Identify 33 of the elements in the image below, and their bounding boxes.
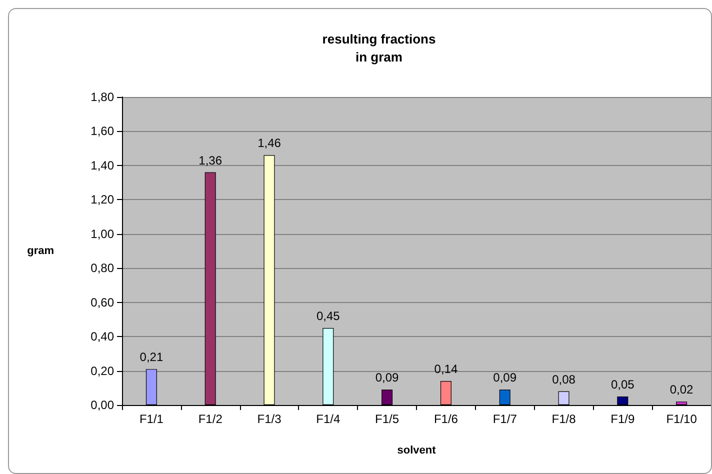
chart-title: resulting fractions in gram [322, 32, 436, 64]
data-label: 0,08 [552, 372, 576, 386]
y-axis-title: gram [27, 245, 54, 257]
y-tick-label: 1,60 [90, 124, 114, 138]
data-label: 0,21 [140, 350, 164, 364]
x-tick-label: F1/5 [375, 412, 400, 426]
data-label: 0,09 [375, 370, 400, 385]
y-tick-label: 1,40 [90, 158, 114, 172]
x-tick-label: F1/4 [316, 412, 340, 426]
y-tick-label: 0,60 [90, 295, 114, 310]
x-tick-label: F1/9 [610, 412, 635, 426]
y-tick-label: 1,20 [90, 192, 114, 207]
x-tick-label: F1/2 [198, 412, 223, 426]
y-tick-label: 0,00 [90, 398, 114, 412]
y-tick-label: 0,80 [90, 261, 114, 276]
y-tick-label: 1,00 [90, 226, 114, 241]
x-tick-label: F1/1 [139, 412, 164, 426]
data-label: 1,46 [258, 136, 282, 150]
x-tick-label: F1/6 [434, 412, 458, 426]
data-label: 0,14 [434, 362, 458, 376]
x-tick-label: F1/3 [257, 412, 282, 426]
x-tick-label: F1/8 [552, 412, 576, 426]
data-label: 1,36 [198, 153, 222, 168]
x-axis-title: solvent [397, 444, 436, 456]
x-tick-label: F1/7 [492, 412, 518, 426]
x-tick-label: F1/10 [666, 412, 698, 426]
y-tick-label: 1,80 [90, 90, 114, 104]
data-label: 0,45 [316, 309, 340, 323]
y-tick-label: 0,40 [90, 330, 114, 344]
data-label: 0,05 [610, 377, 635, 392]
data-label: 0,09 [493, 370, 517, 385]
data-label: 0,02 [670, 382, 694, 397]
y-tick-label: 0,20 [90, 364, 114, 378]
